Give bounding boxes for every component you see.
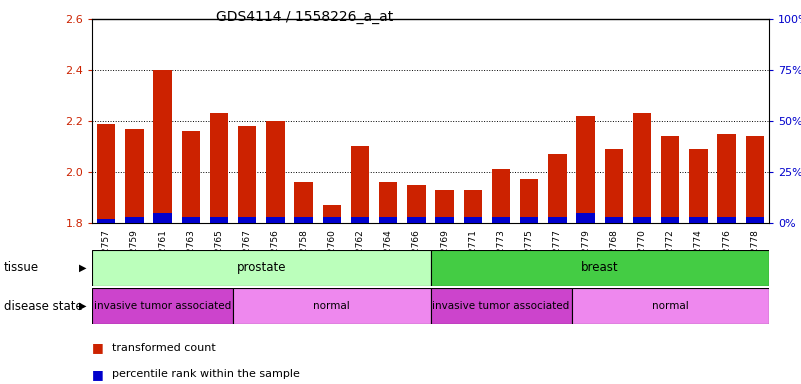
Bar (97, 124, 115, 223)
Text: invasive tumor associated: invasive tumor associated (94, 301, 231, 311)
Bar (577, 116, 595, 223)
Bar (718, 217, 736, 223)
Bar (690, 149, 707, 223)
Bar (661, 136, 679, 223)
Text: ■: ■ (92, 368, 104, 381)
Bar (633, 217, 651, 223)
Bar (210, 217, 228, 223)
Bar (430, 288, 572, 324)
Bar (492, 217, 510, 223)
Bar (633, 113, 651, 223)
Text: ▶: ▶ (78, 301, 87, 311)
Bar (154, 70, 171, 223)
Text: breast: breast (581, 262, 618, 274)
Bar (436, 190, 454, 223)
Bar (351, 217, 369, 223)
Bar (492, 169, 510, 223)
Bar (520, 217, 538, 223)
Bar (210, 113, 228, 223)
Bar (295, 217, 313, 223)
Text: percentile rank within the sample: percentile rank within the sample (112, 369, 300, 379)
Text: ■: ■ (92, 341, 104, 354)
Text: normal: normal (313, 301, 350, 311)
Bar (464, 190, 482, 223)
Bar (577, 212, 595, 223)
Text: ▶: ▶ (78, 263, 87, 273)
Bar (430, 250, 769, 286)
Bar (323, 205, 341, 223)
Bar (520, 179, 538, 223)
Bar (154, 212, 171, 223)
Text: tissue: tissue (4, 262, 39, 274)
Bar (323, 217, 341, 223)
Bar (266, 217, 284, 223)
Bar (351, 146, 369, 223)
Bar (92, 250, 430, 286)
Bar (125, 217, 143, 223)
Text: normal: normal (652, 301, 689, 311)
Bar (746, 136, 764, 223)
Bar (436, 217, 454, 223)
Bar (125, 129, 143, 223)
Text: prostate: prostate (236, 262, 286, 274)
Bar (572, 288, 769, 324)
Bar (407, 217, 425, 223)
Bar (238, 126, 256, 223)
Bar (718, 134, 736, 223)
Bar (233, 288, 430, 324)
Bar (266, 121, 284, 223)
Bar (605, 217, 623, 223)
Text: GDS4114 / 1558226_a_at: GDS4114 / 1558226_a_at (215, 10, 393, 23)
Text: transformed count: transformed count (112, 343, 216, 353)
Bar (548, 217, 566, 223)
Bar (746, 217, 764, 223)
Bar (690, 217, 707, 223)
Bar (379, 217, 397, 223)
Bar (182, 217, 200, 223)
Bar (548, 154, 566, 223)
Bar (379, 182, 397, 223)
Bar (605, 149, 623, 223)
Bar (295, 182, 313, 223)
Bar (661, 217, 679, 223)
Text: invasive tumor associated: invasive tumor associated (433, 301, 570, 311)
Bar (182, 131, 200, 223)
Bar (464, 217, 482, 223)
Bar (92, 288, 233, 324)
Bar (97, 218, 115, 223)
Bar (238, 217, 256, 223)
Bar (407, 185, 425, 223)
Text: disease state: disease state (4, 300, 83, 313)
